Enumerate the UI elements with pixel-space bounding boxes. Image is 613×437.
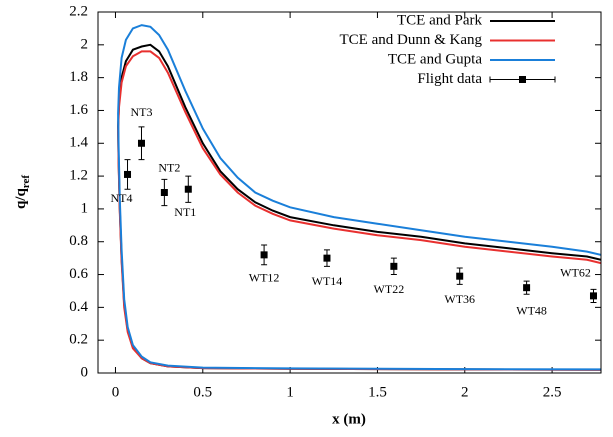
point-label: WT36 bbox=[444, 292, 475, 306]
series-line bbox=[117, 24, 601, 371]
y-axis-label-main: q/q bbox=[13, 188, 29, 210]
data-point bbox=[124, 170, 132, 178]
x-tick-label: 1.5 bbox=[368, 384, 387, 400]
series-line bbox=[117, 50, 601, 371]
y-tick-label: 2 bbox=[81, 36, 89, 52]
x-tick-label: 0.5 bbox=[193, 384, 212, 400]
data-point bbox=[137, 139, 145, 147]
y-axis-label: q/qref bbox=[13, 175, 31, 209]
legend-label: TCE and Gupta bbox=[388, 51, 482, 67]
y-tick-label: 1.2 bbox=[69, 168, 88, 184]
y-tick-label: 1.6 bbox=[69, 102, 88, 118]
y-tick-label: 2.2 bbox=[69, 3, 88, 19]
data-point bbox=[523, 284, 531, 292]
data-point bbox=[260, 251, 268, 259]
data-point bbox=[456, 272, 464, 280]
legend-label: TCE and Park bbox=[397, 12, 482, 28]
x-tick-label: 0 bbox=[112, 384, 120, 400]
y-tick-label: 1.8 bbox=[69, 69, 88, 85]
x-tick-label: 1 bbox=[286, 384, 294, 400]
point-label: NT4 bbox=[111, 191, 133, 205]
data-point bbox=[184, 185, 192, 193]
point-label: NT1 bbox=[174, 205, 196, 219]
y-tick-label: 1 bbox=[81, 200, 89, 216]
point-label: WT62 bbox=[560, 266, 591, 280]
point-label: WT22 bbox=[374, 282, 405, 296]
point-label: WT48 bbox=[516, 303, 547, 317]
x-tick-label: 2.5 bbox=[543, 384, 562, 400]
point-label: NT2 bbox=[158, 160, 180, 174]
data-point bbox=[390, 262, 398, 270]
legend-swatch-marker bbox=[519, 76, 526, 83]
data-point bbox=[323, 254, 331, 262]
x-tick-label: 2 bbox=[461, 384, 469, 400]
y-tick-label: 0 bbox=[81, 364, 89, 380]
legend-label: Flight data bbox=[417, 71, 482, 87]
y-tick-label: 1.4 bbox=[69, 135, 88, 151]
y-tick-label: 0.4 bbox=[69, 299, 88, 315]
y-tick-label: 0.6 bbox=[69, 266, 88, 282]
data-point bbox=[160, 189, 168, 196]
y-tick-label: 0.8 bbox=[69, 233, 88, 249]
point-label: WT12 bbox=[249, 271, 280, 285]
point-label: NT3 bbox=[130, 105, 152, 119]
x-axis-label: x (m) bbox=[332, 411, 366, 427]
y-axis-label-sub: ref bbox=[20, 175, 32, 189]
plot-frame bbox=[97, 11, 602, 374]
y-tick-label: 0.2 bbox=[69, 332, 88, 348]
point-label: WT14 bbox=[312, 274, 343, 288]
data-point bbox=[589, 292, 597, 300]
legend-label: TCE and Dunn & Kang bbox=[340, 32, 483, 48]
